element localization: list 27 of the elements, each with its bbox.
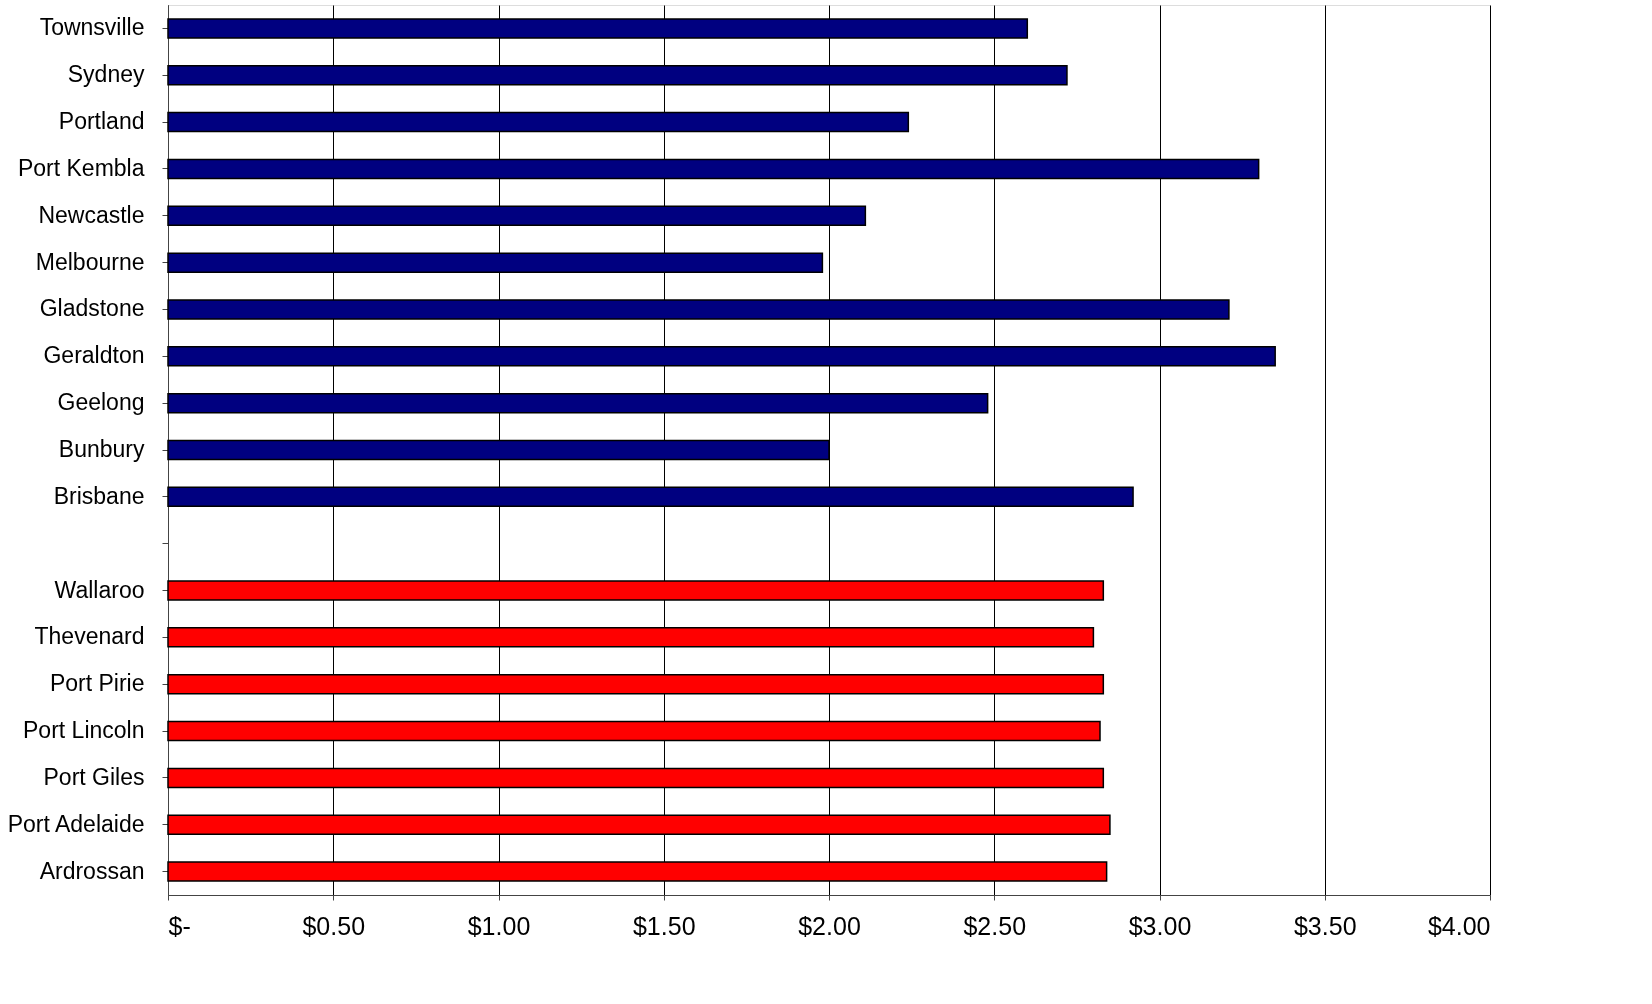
y-tick-label: Bunbury (58, 436, 145, 462)
x-tick-label: $4.00 (1427, 911, 1491, 940)
y-tick-label: Melbourne (35, 248, 145, 275)
y-tick-label: Wallaroo (54, 576, 145, 603)
y-tick-label: Port Lincoln (23, 717, 145, 744)
x-tick-label: $- (168, 911, 191, 940)
y-tick-label: Geelong (57, 389, 145, 416)
x-tick-label: $2.00 (798, 911, 861, 940)
y-tick-label: Port Giles (43, 763, 145, 790)
y-tick-label: Sydney (67, 61, 145, 88)
x-tick-label: $3.50 (1293, 911, 1357, 940)
y-tick-label: Geraldton (43, 342, 145, 369)
y-tick-label: Newcastle (38, 201, 145, 228)
y-tick-label: Townsville (39, 14, 145, 41)
x-tick-label: $2.50 (963, 911, 1027, 940)
x-tick-label: $1.50 (632, 911, 696, 940)
y-tick-label: Thevenard (34, 623, 145, 650)
x-tick-label: $0.50 (302, 911, 366, 940)
x-tick-label: $1.00 (467, 911, 531, 940)
y-tick-label: Port Adelaide (7, 810, 145, 837)
y-tick-label: Brisbane (53, 482, 145, 509)
x-tick-label: $3.00 (1128, 911, 1192, 940)
y-tick-label: Ardrossan (39, 857, 145, 884)
y-tick-label: Port Kembla (17, 154, 145, 181)
y-tick-label: Portland (58, 108, 145, 135)
y-tick-label: Gladstone (39, 295, 145, 322)
y-tick-label: Port Pirie (49, 670, 145, 697)
